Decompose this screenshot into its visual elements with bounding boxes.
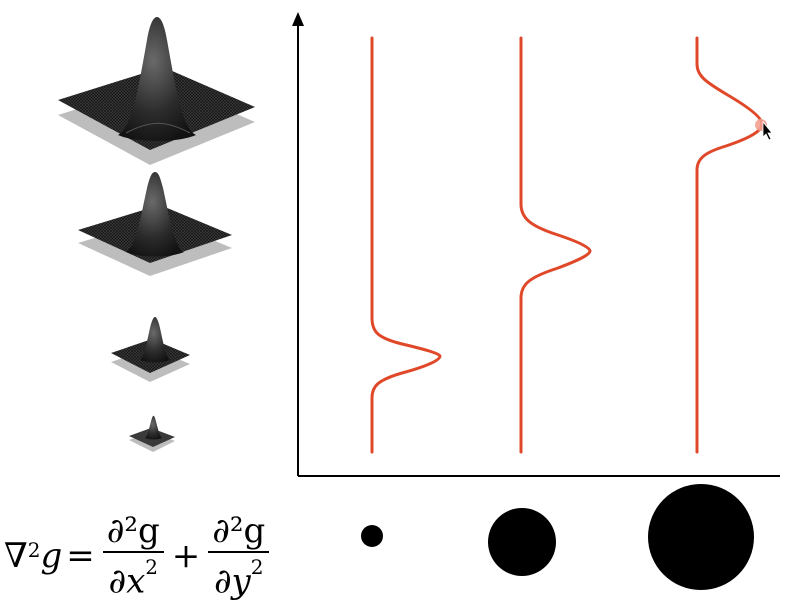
fraction-x-numerator: ∂²g: [106, 510, 160, 551]
fraction-y-bar: [208, 550, 270, 553]
gaussian-surface-medium: [78, 172, 232, 276]
mouse-cursor-icon: [755, 119, 773, 141]
laplacian-exponent: 2: [27, 538, 41, 562]
fraction-y: ∂²g ∂y2: [208, 510, 270, 601]
scale-disk-medium: [488, 508, 556, 576]
scale-disk-small: [361, 525, 383, 547]
response-curve-small-scale: [370, 36, 442, 454]
plus-sign: +: [171, 536, 201, 576]
fraction-x: ∂²g ∂x2: [102, 510, 164, 601]
equals-sign: =: [66, 536, 95, 576]
fraction-y-numerator: ∂²g: [212, 510, 266, 551]
gaussian-surface-large: [58, 17, 255, 165]
fraction-x-denominator-exp: 2: [145, 554, 158, 579]
fraction-x-denominator-var: ∂x: [108, 561, 146, 602]
fraction-y-denominator-var: ∂y: [213, 561, 251, 602]
scale-disk-large: [648, 484, 754, 590]
lhs-g: g: [40, 536, 63, 576]
gaussian-surface-small: [111, 317, 190, 382]
y-axis-arrowhead: [292, 12, 304, 26]
axes: [292, 12, 780, 477]
fraction-y-denominator-exp: 2: [250, 554, 264, 579]
response-curve-medium-scale: [519, 36, 592, 454]
fraction-y-denominator: ∂y2: [210, 553, 268, 601]
laplacian-formula: ∇ 2 g = ∂²g ∂x2 + ∂²g ∂y2: [4, 506, 304, 606]
fraction-x-denominator: ∂x2: [104, 553, 162, 601]
nabla-symbol: ∇: [4, 536, 28, 576]
gaussian-surface-tiny: [129, 415, 175, 452]
response-curve-large-scale: [695, 36, 764, 454]
fraction-x-bar: [102, 550, 164, 553]
